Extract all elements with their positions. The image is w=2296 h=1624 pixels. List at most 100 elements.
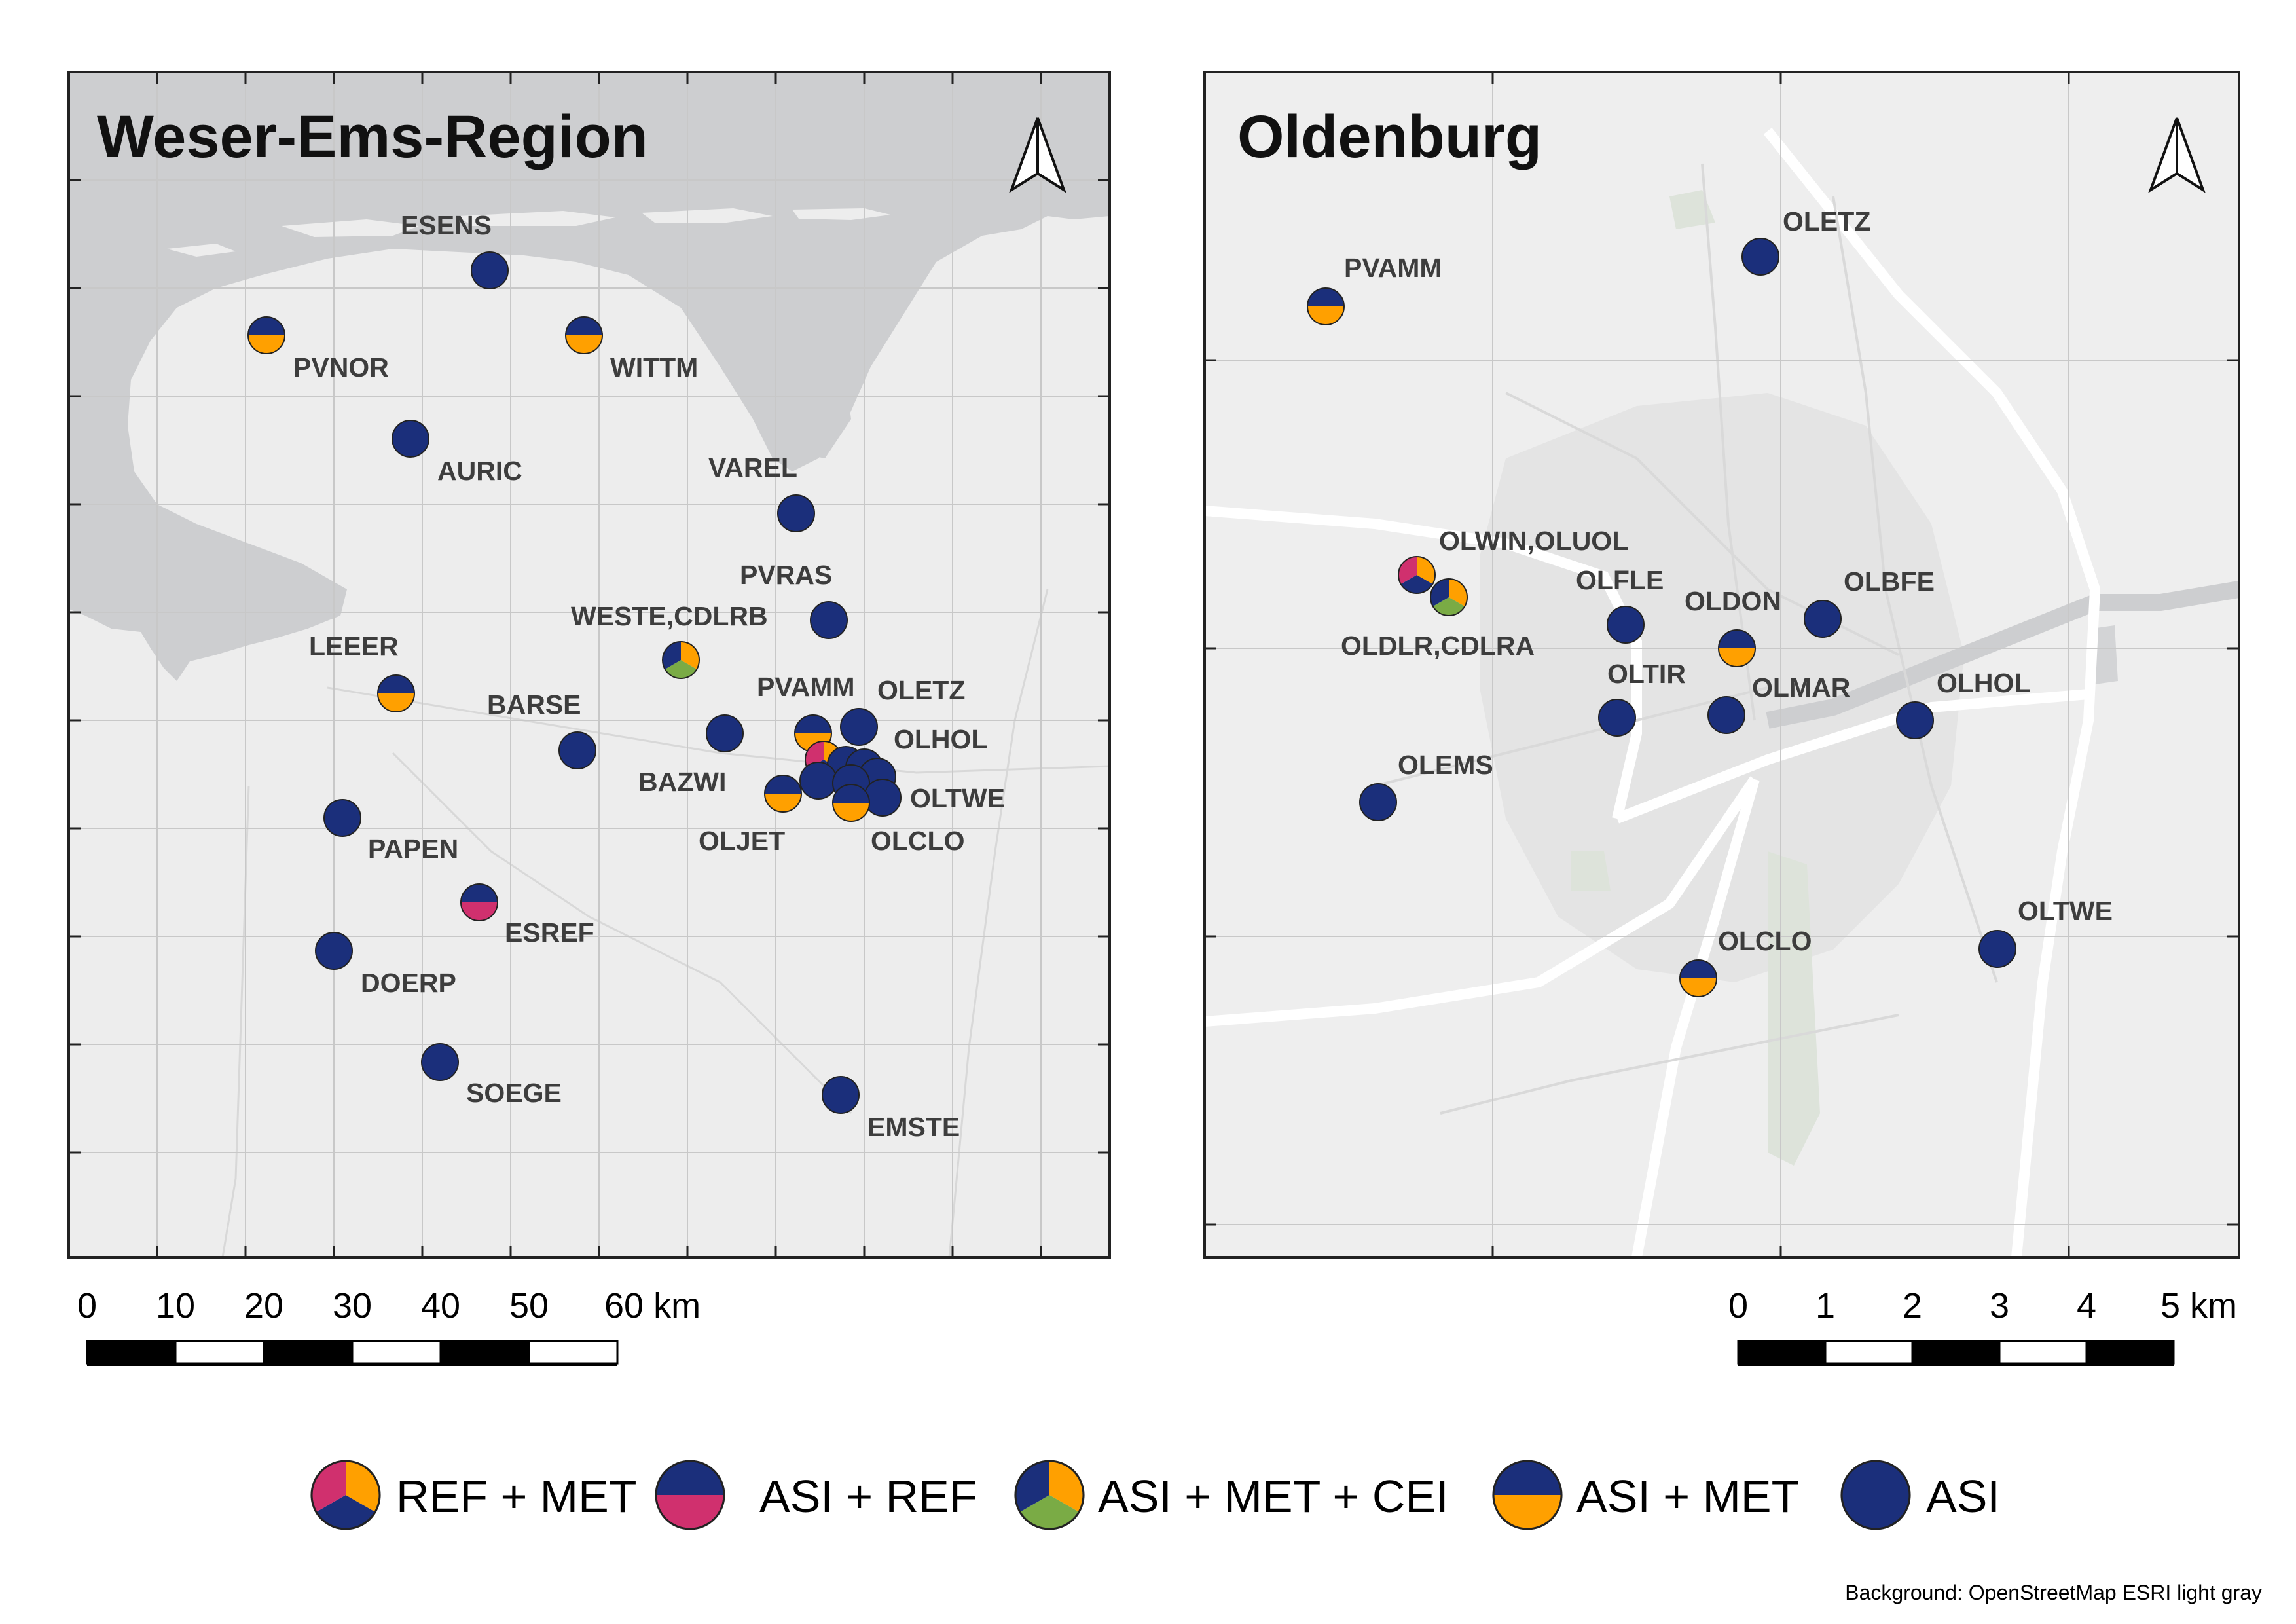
station-marker bbox=[421, 1043, 459, 1081]
scale-tick-label: 30 bbox=[333, 1286, 372, 1325]
scale-tick-label: 0 bbox=[77, 1286, 97, 1325]
roads bbox=[221, 589, 1110, 1257]
legend-label: ASI + MET bbox=[1576, 1471, 1799, 1522]
station-marker bbox=[706, 714, 744, 752]
station-label: OLETZ bbox=[1783, 206, 1870, 236]
scale-segment bbox=[2085, 1340, 2175, 1365]
station-label: ESENS bbox=[401, 210, 492, 240]
scale-segment bbox=[351, 1340, 442, 1365]
legend: REF + MET ASI + REF ASI + MET + CEI ASI + M… bbox=[310, 1460, 2000, 1530]
station-label: OLHOL bbox=[894, 724, 987, 754]
station-label: EMSTE bbox=[867, 1112, 960, 1142]
scale-segment bbox=[86, 1340, 177, 1365]
pie-ref-met-icon bbox=[310, 1460, 381, 1530]
station-marker bbox=[1398, 556, 1436, 594]
island bbox=[282, 219, 419, 237]
pie-asi-icon bbox=[1840, 1460, 1911, 1530]
station-marker bbox=[392, 420, 429, 458]
map-oldenburg: Oldenburg bbox=[1203, 71, 2240, 1259]
scale-segment bbox=[1998, 1340, 2088, 1365]
scale-tick-label: 40 bbox=[421, 1286, 460, 1325]
urban-area bbox=[1480, 393, 1964, 982]
station-marker bbox=[832, 784, 870, 822]
station-marker bbox=[1430, 578, 1468, 616]
station-label: OLTWE bbox=[910, 783, 1005, 813]
station-marker bbox=[377, 674, 415, 712]
station-label: VAREL bbox=[708, 452, 797, 483]
background-credit: Background: OpenStreetMap ESRI light gra… bbox=[1845, 1581, 2262, 1604]
scale-segment bbox=[174, 1340, 265, 1365]
station-marker bbox=[1978, 930, 2016, 968]
map-title: Oldenburg bbox=[1237, 103, 1542, 170]
station-label: OLJET bbox=[699, 826, 785, 856]
scale-tick-label: 50 bbox=[509, 1286, 549, 1325]
station-label: OLWIN,OLUOL bbox=[1439, 526, 1628, 556]
station-label: OLBFE bbox=[1844, 566, 1935, 597]
station-label: PVAMM bbox=[1344, 253, 1442, 283]
map-title: Weser-Ems-Region bbox=[97, 103, 648, 170]
station-label: OLEMS bbox=[1398, 750, 1493, 780]
station-marker bbox=[471, 251, 509, 289]
scale-bar-left: 0 10 20 30 40 50 60 km bbox=[77, 1286, 701, 1366]
scale-tick-label: 10 bbox=[156, 1286, 195, 1325]
station-label: LEEER bbox=[309, 631, 399, 661]
island bbox=[792, 208, 890, 220]
station-label: ESREF bbox=[505, 917, 594, 948]
station-marker bbox=[1741, 238, 1779, 276]
scale-segment bbox=[1824, 1340, 1914, 1365]
scale-tick-label: 4 bbox=[2077, 1286, 2096, 1325]
station-marker bbox=[822, 1076, 860, 1114]
station-markers: ESENS PVNOR WITTM AURIC VAREL PVRAS WESTE,CDLR… bbox=[247, 206, 2113, 1142]
jade-bay bbox=[773, 354, 851, 458]
station-label: OLCLO bbox=[1718, 926, 1812, 956]
scale-tick-label: 2 bbox=[1903, 1286, 1922, 1325]
station-label: OLCLO bbox=[871, 826, 964, 856]
station-marker bbox=[323, 799, 361, 837]
station-marker bbox=[565, 316, 603, 354]
station-label: OLTIR bbox=[1607, 659, 1686, 689]
scale-bar-right: 0 1 2 3 4 5 km bbox=[1728, 1286, 2237, 1366]
scale-segment bbox=[1737, 1340, 1827, 1365]
lake bbox=[2092, 625, 2118, 684]
scale-segment bbox=[263, 1340, 354, 1365]
station-label: OLFLE bbox=[1576, 565, 1664, 595]
island bbox=[642, 208, 773, 223]
river-hunte bbox=[1766, 581, 2239, 729]
station-marker bbox=[247, 316, 285, 354]
north-arrow-icon bbox=[1009, 117, 1066, 193]
station-label: OLHOL bbox=[1937, 668, 2030, 698]
map-weser-ems: Weser-Ems-Region bbox=[67, 71, 1111, 1259]
station-label: OLETZ bbox=[877, 675, 965, 705]
pie-asi-ref-icon bbox=[655, 1460, 725, 1530]
station-marker bbox=[1718, 629, 1756, 667]
legend-label: ASI + MET + CEI bbox=[1098, 1471, 1449, 1522]
dollart bbox=[177, 589, 249, 648]
station-label: BAZWI bbox=[638, 767, 726, 797]
station-label: PVNOR bbox=[293, 352, 389, 382]
legend-label: ASI + REF bbox=[759, 1471, 977, 1522]
park bbox=[1571, 851, 1611, 891]
station-marker bbox=[799, 762, 837, 800]
station-label: PAPEN bbox=[368, 834, 458, 864]
station-label: WESTE,CDLRB bbox=[571, 601, 768, 631]
scale-tick-label: 5 km bbox=[2160, 1286, 2237, 1325]
station-marker bbox=[1896, 701, 1934, 739]
station-marker bbox=[315, 932, 353, 970]
map-frame bbox=[67, 71, 1111, 1259]
station-marker bbox=[1707, 696, 1745, 734]
scale-tick-label: 0 bbox=[1728, 1286, 1748, 1325]
station-label: PVRAS bbox=[740, 560, 832, 590]
station-marker bbox=[1679, 959, 1717, 997]
station-marker bbox=[810, 601, 848, 639]
scale-segment bbox=[439, 1340, 530, 1365]
scale-segment bbox=[1911, 1340, 2001, 1365]
graticule bbox=[1205, 72, 2239, 1257]
station-marker bbox=[558, 731, 596, 769]
island bbox=[458, 211, 615, 226]
station-label: BARSE bbox=[487, 690, 581, 720]
scale-tick-label: 20 bbox=[244, 1286, 283, 1325]
station-label: DOERP bbox=[361, 968, 456, 998]
north-arrow-icon bbox=[2148, 117, 2206, 193]
island bbox=[167, 244, 236, 257]
